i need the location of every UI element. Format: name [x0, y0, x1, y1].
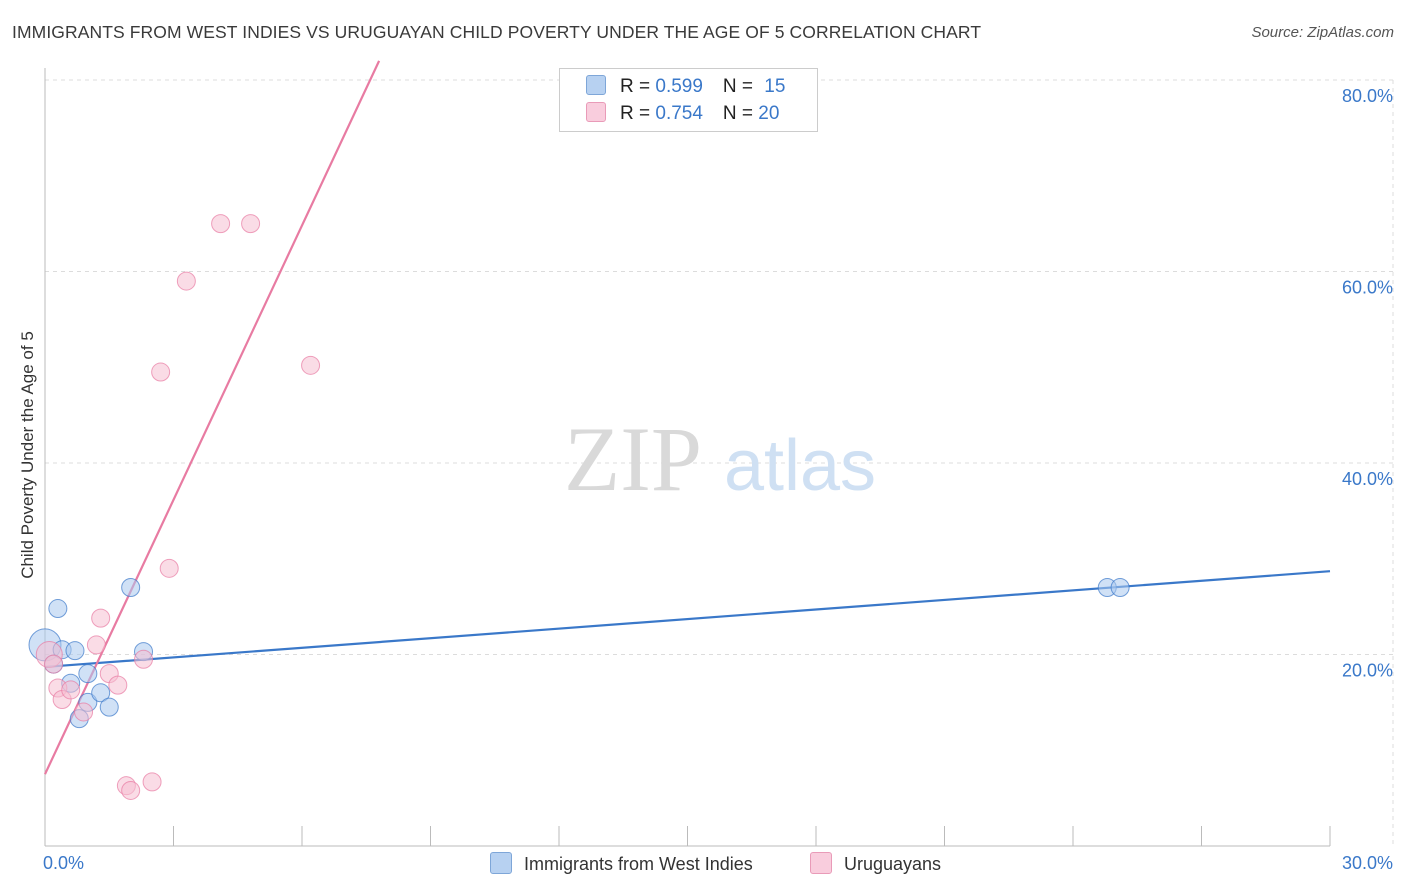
legend-swatch-pink — [810, 852, 832, 874]
y-tick-label: 80.0% — [1342, 86, 1393, 106]
point-uruguayans — [211, 214, 231, 234]
legend-r-label: R = — [620, 76, 656, 97]
chart-title: IMMIGRANTS FROM WEST INDIES VS URUGUAYAN… — [12, 22, 982, 42]
point-west-indies — [65, 641, 85, 661]
legend-r-value: 0.599 — [655, 76, 703, 97]
point-west-indies — [78, 664, 98, 684]
legend-r-label: R = — [620, 103, 656, 124]
legend-series-name: Uruguayans — [844, 854, 942, 874]
point-uruguayans — [108, 675, 128, 695]
y-tick-label: 40.0% — [1342, 469, 1393, 489]
data-points — [28, 214, 1130, 800]
point-west-indies — [99, 697, 119, 717]
legend-n-label: N = — [722, 103, 759, 124]
legend-series-name: Immigrants from West Indies — [524, 854, 753, 874]
tick-labels: 20.0% 40.0% 60.0% 80.0% 0.0% 30.0% — [43, 86, 1393, 873]
y-tick-label: 20.0% — [1342, 661, 1393, 681]
point-uruguayans — [86, 635, 106, 655]
source-label: Source: ZipAtlas.com — [1251, 24, 1394, 41]
y-tick-label: 60.0% — [1342, 278, 1393, 298]
legend-row-blue: R = 0.599 N = 15 — [586, 75, 785, 98]
axes — [44, 68, 1331, 847]
watermark-atlas: atlas — [724, 426, 876, 506]
point-west-indies — [121, 577, 141, 597]
x-tick-label: 0.0% — [43, 853, 84, 873]
point-uruguayans — [44, 654, 64, 674]
point-west-indies — [91, 683, 111, 703]
legend-n-value: 15 — [764, 76, 786, 97]
point-uruguayans — [176, 271, 196, 291]
bottom-legend-blue: Immigrants from West Indies — [490, 852, 753, 875]
point-uruguayans — [301, 355, 321, 375]
grid-lines — [45, 79, 1395, 846]
legend-swatch-blue — [586, 75, 606, 95]
trend-line-west-indies — [44, 570, 1331, 669]
point-uruguayans — [142, 772, 162, 792]
legend-row-pink: R = 0.754 N = 20 — [586, 102, 779, 125]
watermark: ZIP atlas — [564, 408, 876, 510]
legend-n-value: 20 — [758, 103, 780, 124]
legend-n-label: N = — [722, 76, 759, 97]
correlation-legend: R = 0.599 N = 15 R = 0.754 N = 20 — [559, 68, 818, 132]
point-uruguayans — [151, 362, 171, 382]
trend-line-uruguayans — [44, 60, 381, 775]
point-west-indies — [1110, 577, 1130, 597]
watermark-zip: ZIP — [564, 408, 702, 510]
point-uruguayans — [241, 214, 261, 234]
legend-swatch-pink — [586, 102, 606, 122]
point-uruguayans — [134, 649, 154, 669]
point-uruguayans — [91, 608, 111, 628]
legend-swatch-blue — [490, 852, 512, 874]
point-uruguayans — [74, 702, 94, 722]
point-uruguayans — [159, 558, 179, 578]
bottom-legend-pink: Uruguayans — [810, 852, 941, 875]
point-uruguayans — [61, 680, 81, 700]
point-west-indies — [48, 599, 68, 619]
x-tick-label: 30.0% — [1342, 853, 1393, 873]
point-uruguayans — [121, 780, 141, 800]
legend-r-value: 0.754 — [655, 103, 703, 124]
